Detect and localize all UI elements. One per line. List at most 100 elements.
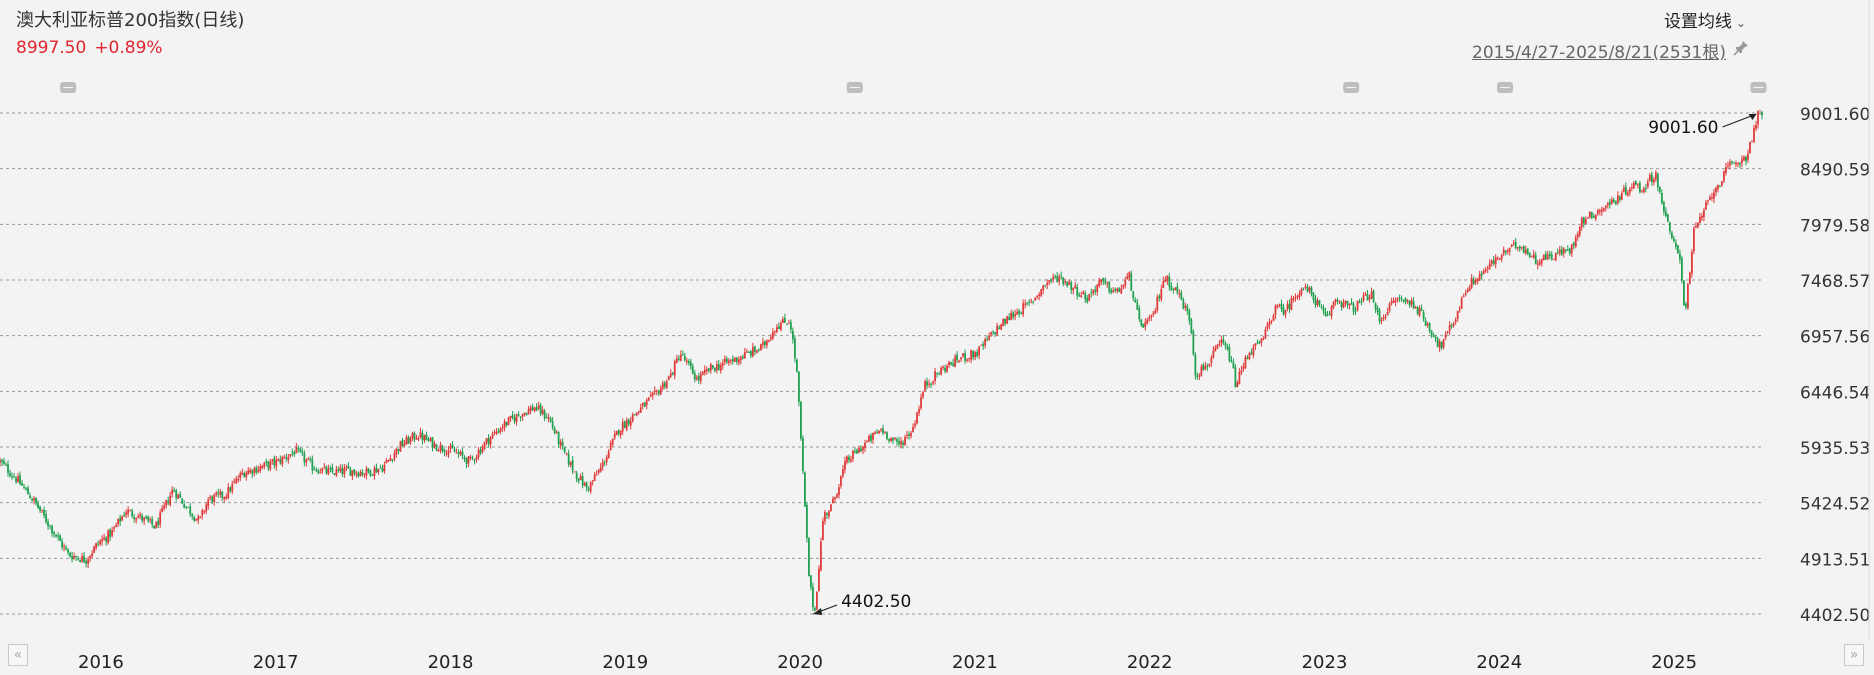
candle-body: [393, 453, 396, 460]
candle-body: [1290, 298, 1293, 310]
candle-body: [836, 494, 838, 497]
candle-body: [1306, 286, 1309, 293]
candle-body: [1082, 291, 1085, 295]
candle-body: [363, 474, 366, 476]
candle-body: [1212, 350, 1215, 358]
candle-body: [1000, 324, 1003, 330]
candle-body: [67, 549, 69, 553]
candle-body: [309, 458, 312, 461]
double-chevron-left-icon[interactable]: «: [8, 644, 28, 666]
candle-body: [1086, 298, 1089, 303]
candle-body: [459, 451, 462, 455]
candle-body: [1703, 210, 1705, 218]
candle-body: [1670, 232, 1673, 239]
candle-body: [171, 489, 174, 495]
candle-body: [1372, 290, 1375, 303]
candle-body: [1188, 310, 1191, 321]
candle-body: [1074, 285, 1077, 289]
candle-body: [613, 434, 616, 439]
ma-settings-button[interactable]: 设置均线 ⌄: [1664, 7, 1746, 32]
candle-body: [433, 443, 436, 447]
candle-body: [894, 437, 896, 440]
candle-body: [229, 487, 232, 492]
candle-body: [1330, 306, 1333, 317]
candle-body: [938, 373, 940, 375]
candle-body: [1366, 294, 1369, 301]
candle-body: [77, 558, 79, 560]
candle-body: [1084, 293, 1087, 300]
candle-body: [223, 497, 226, 499]
candle-body: [477, 450, 480, 457]
chart-title: 澳大利亚标普200指数(日线): [16, 10, 245, 31]
candle-body: [573, 471, 576, 473]
candle-body: [1058, 276, 1061, 282]
candle-body: [1046, 282, 1049, 285]
candle-body: [1388, 303, 1391, 312]
candle-body: [1326, 315, 1329, 317]
candle-body: [1278, 304, 1281, 306]
candle-body: [659, 388, 662, 395]
candle-body: [457, 452, 460, 454]
candle-body: [1500, 254, 1503, 260]
candle-body: [824, 512, 826, 522]
candle-body: [1240, 370, 1243, 373]
candle-body: [1624, 186, 1627, 195]
candle-body: [1032, 301, 1035, 303]
candle-body: [41, 509, 43, 511]
candle-body: [1508, 247, 1511, 252]
candle-body: [627, 418, 630, 425]
candle-body: [1194, 354, 1197, 376]
candle-body: [1482, 270, 1485, 275]
date-range-link[interactable]: 2015/4/27-2025/8/21(2531根): [1472, 43, 1726, 63]
candle-body: [988, 335, 991, 340]
candle-body: [785, 323, 788, 325]
candle-body: [169, 495, 172, 505]
candle-body: [253, 468, 256, 473]
candle-body: [866, 441, 868, 443]
candle-body: [687, 360, 690, 364]
candle-body: [501, 427, 504, 430]
candle-body: [361, 471, 364, 475]
candle-body: [1737, 163, 1739, 165]
candle-body: [657, 390, 660, 394]
candle-body: [1102, 277, 1105, 282]
candle-body: [643, 402, 646, 407]
candle-body: [183, 504, 186, 508]
candle-body: [1336, 299, 1339, 302]
candle-body: [1390, 301, 1393, 304]
candle-body: [878, 430, 880, 434]
candle-body: [1458, 309, 1461, 311]
candle-body: [820, 541, 822, 571]
candle-body: [1070, 282, 1073, 290]
candle-body: [335, 469, 338, 476]
candle-body: [1164, 279, 1167, 282]
candle-body: [978, 346, 981, 356]
candle-body: [1020, 312, 1023, 314]
candle-body: [261, 466, 264, 468]
candle-body: [105, 537, 108, 542]
candle-body: [922, 391, 924, 397]
candle-body: [1090, 292, 1093, 294]
candle-body: [870, 435, 872, 441]
candle-body: [1717, 185, 1719, 190]
pin-icon[interactable]: [1732, 39, 1750, 57]
y-tick-label: 5935.53: [1800, 439, 1870, 459]
candle-body: [1100, 279, 1103, 283]
candle-body: [367, 468, 370, 472]
candle-body: [948, 361, 950, 366]
candle-body: [719, 365, 722, 371]
candle-body: [1677, 245, 1679, 254]
candle-body: [365, 468, 368, 476]
low-annotation: 4402.50: [841, 592, 911, 612]
candle-body: [479, 449, 482, 454]
candle-body: [163, 505, 166, 509]
candle-body: [685, 360, 688, 362]
double-chevron-right-icon[interactable]: »: [1844, 644, 1864, 666]
candle-body: [445, 453, 448, 455]
candle-body: [1600, 209, 1603, 212]
candle-body: [91, 553, 94, 557]
candle-body: [1218, 344, 1221, 346]
y-tick-label: 4402.50: [1800, 606, 1870, 626]
candle-body: [1540, 259, 1543, 264]
